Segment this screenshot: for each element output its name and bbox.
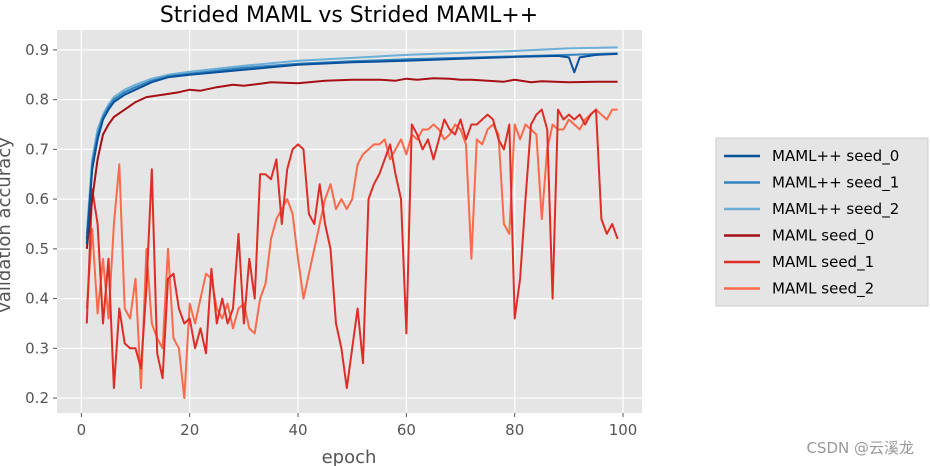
x-tick-label: 60 <box>397 421 416 439</box>
legend-label: MAML++ seed_0 <box>772 147 899 166</box>
x-tick-label: 80 <box>505 421 524 439</box>
watermark: CSDN @云溪龙 <box>806 439 914 457</box>
chart-title: Strided MAML vs Strided MAML++ <box>160 3 538 28</box>
x-tick-label: 20 <box>180 421 199 439</box>
y-tick-label: 0.9 <box>25 41 49 59</box>
grid <box>57 30 642 413</box>
series-line-maml-seed-0 <box>85 52 618 244</box>
ticks: 0 20 40 60 80 100 0.2 0.3 0.4 0.5 0.6 0.7 0.8 0.9 <box>25 41 637 439</box>
y-tick-label: 0.8 <box>25 91 49 109</box>
x-axis-label: epoch <box>322 447 377 466</box>
y-tick-label: 0.7 <box>25 140 49 158</box>
x-tick-label: 100 <box>609 421 638 439</box>
y-tick-label: 0.6 <box>25 190 49 208</box>
y-tick-label: 0.3 <box>25 339 49 357</box>
series-line-maml-seed-1 <box>85 108 619 390</box>
plot-background <box>57 30 642 413</box>
y-tick-label: 0.5 <box>25 240 49 258</box>
legend-label: MAML seed_2 <box>772 280 874 299</box>
series-line-maml-seed-0 <box>85 77 618 250</box>
legend-label: MAML++ seed_1 <box>772 174 899 193</box>
legend-label: MAML seed_1 <box>772 253 874 272</box>
x-tick-label: 0 <box>77 421 87 439</box>
series-line-maml-seed-2 <box>85 108 618 400</box>
legend: MAML++ seed_0 MAML++ seed_1 MAML++ seed_2 M… <box>715 137 929 307</box>
legend-label: MAML++ seed_2 <box>772 200 899 219</box>
y-axis-label: validation accuracy <box>0 137 15 313</box>
series-line-maml-seed-2 <box>85 46 618 234</box>
x-tick-label: 40 <box>288 421 307 439</box>
legend-box <box>715 137 929 307</box>
series-lines <box>85 46 619 400</box>
y-tick-label: 0.2 <box>25 389 49 407</box>
legend-label: MAML seed_0 <box>772 227 874 246</box>
y-tick-label: 0.4 <box>25 290 49 308</box>
